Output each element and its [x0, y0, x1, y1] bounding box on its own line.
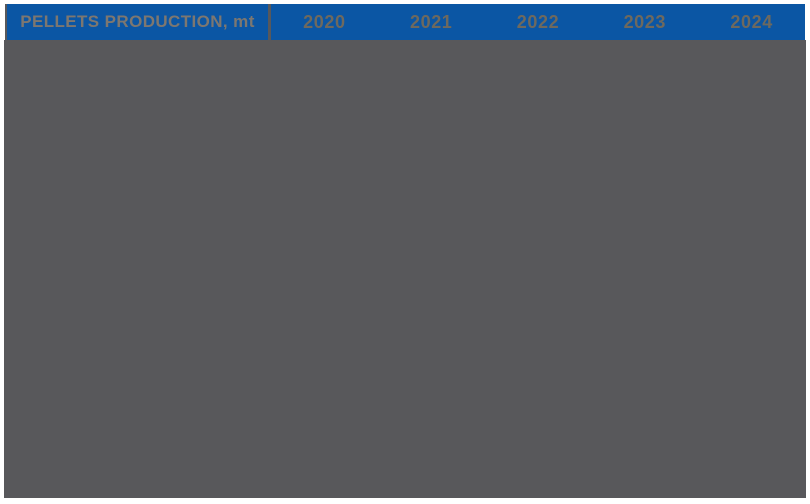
year-header-group: 2020 2021 2022 2023 2024 — [271, 4, 805, 40]
year-label-2020: 2020 — [303, 11, 346, 32]
header-cell-2024: 2024 — [698, 4, 805, 40]
table-title-cell: PELLETS PRODUCTION, mt — [7, 4, 268, 40]
header-cell-2023: 2023 — [591, 4, 698, 40]
header-cell-2021: 2021 — [378, 4, 485, 40]
year-label-2021: 2021 — [409, 11, 453, 32]
table-title: PELLETS PRODUCTION, mt — [20, 12, 255, 31]
year-label-2024: 2024 — [730, 11, 773, 32]
header-cell-2022: 2022 — [485, 4, 592, 40]
year-label-2023: 2023 — [623, 11, 667, 32]
table-body-overlay — [4, 40, 806, 498]
year-label-2022: 2022 — [516, 11, 560, 32]
column-divider — [268, 4, 271, 40]
table-header-row: PELLETS PRODUCTION, mt 2020 2021 2022 20… — [5, 4, 805, 40]
header-cell-2020: 2020 — [271, 4, 378, 40]
